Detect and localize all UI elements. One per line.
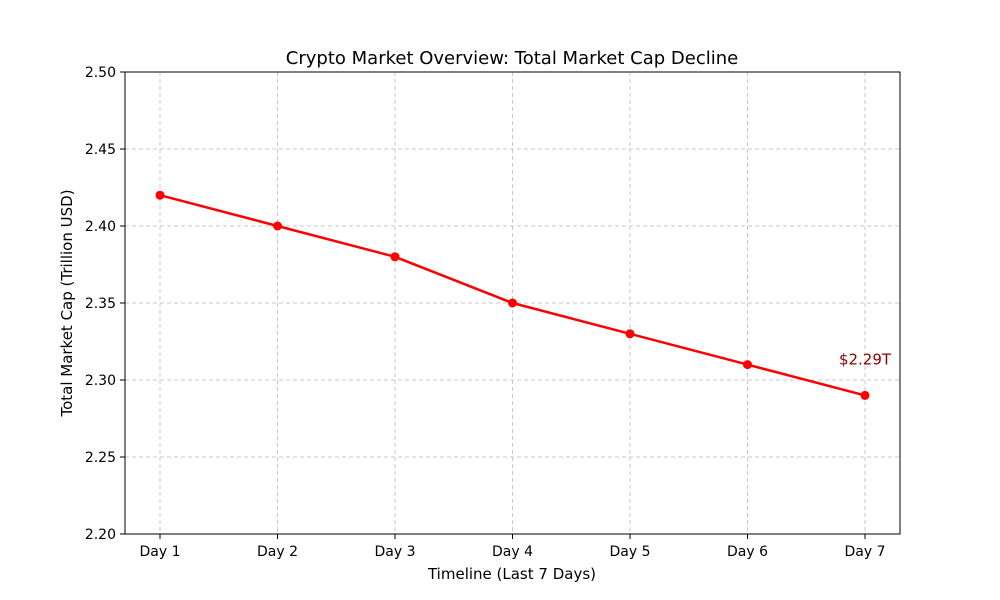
data-point xyxy=(743,360,752,370)
x-axis-label: Timeline (Last 7 Days) xyxy=(427,565,596,583)
axis-ticks: Day 1 Day 2 Day 3 Day 4 Day 5 Day 6 Day 7 2.20 2… xyxy=(85,65,886,560)
data-point xyxy=(625,329,635,339)
x-tick-label: Day 2 xyxy=(257,544,298,560)
data-point xyxy=(155,190,165,200)
x-tick-label: Day 3 xyxy=(374,544,415,560)
series xyxy=(155,190,870,400)
x-tick-label: Day 6 xyxy=(727,544,768,560)
x-tick-label: Day 5 xyxy=(609,544,650,560)
x-tick-label: Day 1 xyxy=(139,544,180,560)
y-tick-label: 2.25 xyxy=(85,450,116,466)
y-tick-label: 2.50 xyxy=(85,65,116,81)
chart-title: Crypto Market Overview: Total Market Cap… xyxy=(286,48,738,69)
y-axis-label: Total Market Cap (Trillion USD) xyxy=(58,189,76,417)
data-point xyxy=(860,390,870,400)
data-point xyxy=(508,298,517,308)
x-tick-label: Day 7 xyxy=(844,544,885,560)
y-tick-label: 2.40 xyxy=(85,219,116,235)
y-tick-label: 2.45 xyxy=(85,142,116,158)
data-point xyxy=(273,221,282,231)
x-tick-label: Day 4 xyxy=(492,544,533,560)
y-tick-label: 2.30 xyxy=(85,373,116,389)
last-value-annotation: $2.29T xyxy=(839,350,892,368)
grid xyxy=(125,72,900,534)
data-point xyxy=(390,252,400,262)
y-tick-label: 2.35 xyxy=(85,296,116,312)
y-tick-label: 2.20 xyxy=(85,527,116,543)
